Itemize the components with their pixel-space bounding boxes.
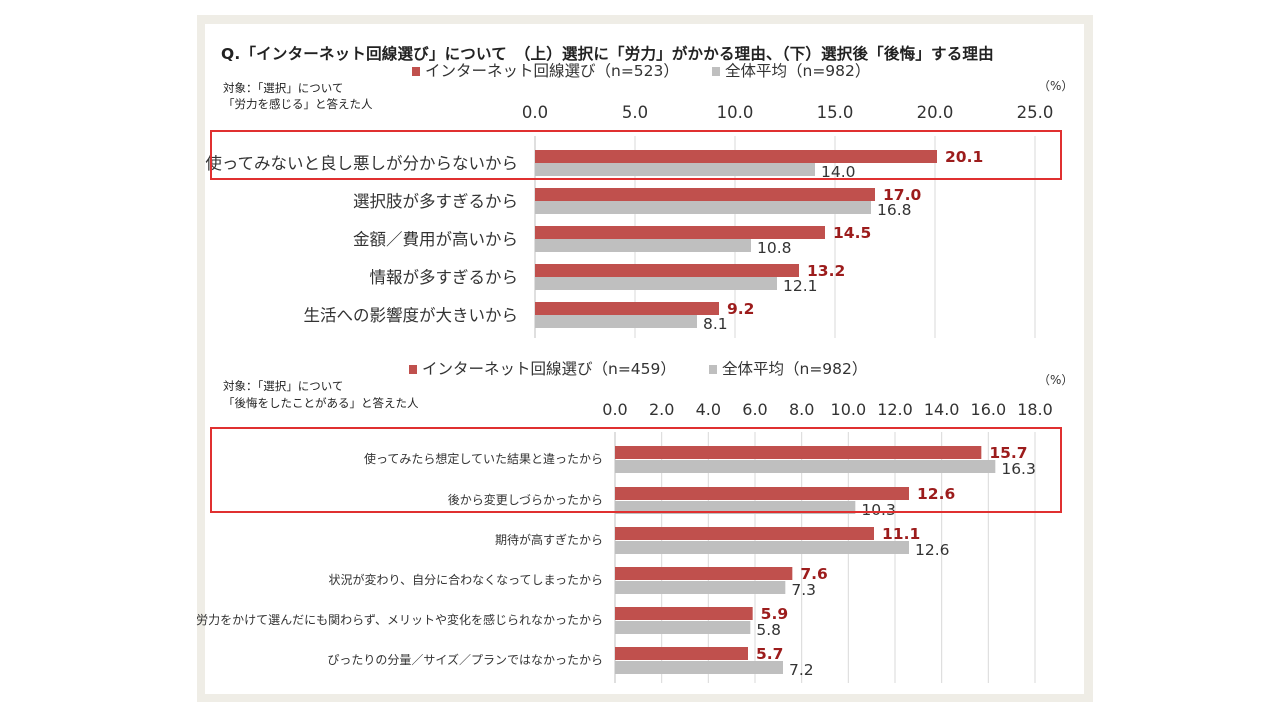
legend-swatch xyxy=(412,67,420,76)
bar-secondary xyxy=(615,621,751,634)
bar-secondary xyxy=(615,661,783,674)
value-label-secondary: 7.2 xyxy=(789,661,814,679)
x-tick-label: 15.0 xyxy=(817,103,854,122)
x-tick-label: 0.0 xyxy=(602,400,627,419)
category-label: 金額／費用が高いから xyxy=(353,230,518,249)
category-label: 情報が多すぎるから xyxy=(370,268,519,287)
bar-primary xyxy=(615,527,874,540)
category-label: 生活への影響度が大きいから xyxy=(304,306,519,325)
category-label: 使ってみたら想定していた結果と違ったから xyxy=(364,451,603,466)
value-label-secondary: 10.8 xyxy=(757,239,792,257)
value-label-secondary: 16.3 xyxy=(1001,460,1036,478)
x-tick-label: 10.0 xyxy=(831,400,867,419)
bar-primary xyxy=(535,302,719,315)
category-label: 労力をかけて選んだにも関わらず、メリットや変化を感じられなかったから xyxy=(196,612,603,627)
value-label-secondary: 7.3 xyxy=(791,581,816,599)
value-label-primary: 20.1 xyxy=(945,148,983,166)
legend-swatch xyxy=(709,365,717,374)
legend-swatch xyxy=(409,365,417,374)
bar-secondary xyxy=(535,315,697,328)
x-tick-label: 5.0 xyxy=(622,103,648,122)
legend-swatch xyxy=(712,67,720,76)
unit-label: （%） xyxy=(1038,373,1073,387)
bar-secondary xyxy=(535,201,871,214)
legend-label: 全体平均（n=982） xyxy=(725,62,870,80)
category-label: 選択肢が多すぎるから xyxy=(353,192,518,211)
category-label: 状況が変わり、自分に合わなくなってしまったから xyxy=(329,572,603,587)
value-label-primary: 5.7 xyxy=(756,645,783,663)
bar-primary xyxy=(535,150,937,163)
unit-label: （%） xyxy=(1038,79,1073,93)
value-label-secondary: 10.3 xyxy=(861,501,896,519)
x-tick-label: 8.0 xyxy=(789,400,814,419)
category-label: 使ってみないと良し悪しが分からないから xyxy=(205,154,518,173)
value-label-primary: 7.6 xyxy=(800,565,827,583)
value-label-primary: 17.0 xyxy=(883,186,921,204)
value-label-primary: 12.6 xyxy=(917,485,955,503)
bar-primary xyxy=(615,446,982,459)
x-tick-label: 0.0 xyxy=(522,103,548,122)
category-label: 後から変更しづらかったから xyxy=(448,492,603,507)
bar-primary xyxy=(615,567,793,580)
bar-primary xyxy=(615,487,909,500)
bar-secondary xyxy=(535,163,815,176)
value-label-secondary: 5.8 xyxy=(756,621,781,639)
bar-primary xyxy=(615,647,748,660)
x-tick-label: 4.0 xyxy=(696,400,721,419)
x-tick-label: 25.0 xyxy=(1017,103,1054,122)
bar-secondary xyxy=(615,460,996,473)
bar-primary xyxy=(535,188,875,201)
category-label: 期待が高すぎたから xyxy=(495,532,603,547)
category-label: ぴったりの分量／サイズ／プランではなかったから xyxy=(327,652,603,667)
value-label-secondary: 16.8 xyxy=(877,201,912,219)
x-tick-label: 20.0 xyxy=(917,103,954,122)
bar-secondary xyxy=(535,277,777,290)
x-tick-label: 16.0 xyxy=(971,400,1007,419)
value-label-primary: 5.9 xyxy=(761,605,788,623)
value-label-primary: 13.2 xyxy=(807,262,845,280)
target-line-1: 対象：「選択」について xyxy=(223,81,343,95)
target-line-1: 対象：「選択」について xyxy=(223,379,343,393)
bar-secondary xyxy=(615,501,856,514)
chart-title: Q.「インターネット回線選び」について （上）選択に「労力」がかかる理由、（下）… xyxy=(221,45,994,63)
value-label-primary: 15.7 xyxy=(989,444,1027,462)
bar-secondary xyxy=(535,239,751,252)
x-tick-label: 14.0 xyxy=(924,400,960,419)
value-label-secondary: 8.1 xyxy=(703,315,728,333)
x-tick-label: 12.0 xyxy=(877,400,913,419)
x-tick-label: 2.0 xyxy=(649,400,674,419)
value-label-primary: 14.5 xyxy=(833,224,871,242)
value-label-secondary: 14.0 xyxy=(821,163,856,181)
legend-label: 全体平均（n=982） xyxy=(722,360,867,378)
bar-primary xyxy=(615,607,753,620)
highlight-box xyxy=(210,427,1062,513)
bar-secondary xyxy=(615,541,909,554)
value-label-secondary: 12.6 xyxy=(915,541,950,559)
target-line-2: 「労力を感じる」と答えた人 xyxy=(223,97,373,111)
bar-secondary xyxy=(615,581,786,594)
highlight-box xyxy=(210,130,1062,180)
x-tick-label: 10.0 xyxy=(717,103,754,122)
target-line-2: 「後悔をしたことがある」と答えた人 xyxy=(223,396,419,410)
x-tick-label: 18.0 xyxy=(1017,400,1053,419)
x-tick-label: 6.0 xyxy=(742,400,767,419)
value-label-primary: 9.2 xyxy=(727,300,754,318)
value-label-primary: 11.1 xyxy=(882,525,920,543)
bar-primary xyxy=(535,226,825,239)
value-label-secondary: 12.1 xyxy=(783,277,818,295)
bar-primary xyxy=(535,264,799,277)
legend-label: インターネット回線選び（n=459） xyxy=(422,360,676,378)
chart-frame: Q.「インターネット回線選び」について （上）選択に「労力」がかかる理由、（下）… xyxy=(197,15,1093,702)
legend-label: インターネット回線選び（n=523） xyxy=(425,62,679,80)
